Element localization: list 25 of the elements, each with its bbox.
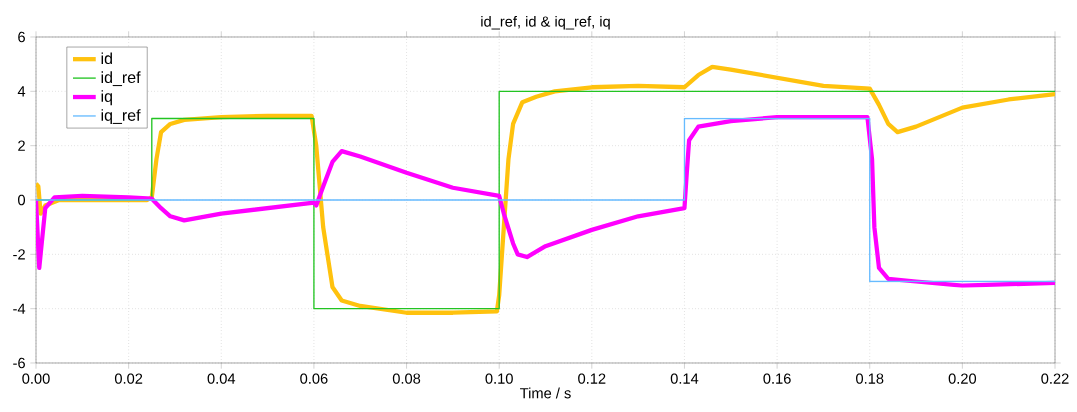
y-tick-label: 2 <box>18 140 25 151</box>
chart-title: id_ref, id & iq_ref, iq <box>481 15 610 30</box>
y-tick-label: 4 <box>17 86 26 97</box>
y-tick-label: 0 <box>18 194 26 206</box>
y-tick-label: -6 <box>13 357 25 369</box>
x-tick-label: 0.10 <box>485 373 513 384</box>
legend-label: iq_ref <box>101 109 141 125</box>
legend-label: iq <box>101 90 112 106</box>
x-tick-label: 0.12 <box>578 373 606 384</box>
y-tick-label: 6 <box>18 31 25 43</box>
x-axis-title: Time / s <box>520 387 571 399</box>
x-tick-label: 0.22 <box>1041 373 1069 384</box>
x-tick-label: 0.02 <box>114 373 143 384</box>
x-tick-label: 0.20 <box>948 373 977 384</box>
x-tick-label: 0.14 <box>670 373 699 384</box>
legend-label: id_ref <box>101 71 141 87</box>
x-tick-label: 0.18 <box>856 373 884 384</box>
x-tick-label: 0.06 <box>300 373 328 384</box>
x-tick-label: 0.16 <box>763 373 791 384</box>
legend-label: id <box>101 52 112 65</box>
x-tick-label: 0.04 <box>207 373 236 384</box>
y-tick-label: -2 <box>13 249 25 260</box>
x-tick-label: 0.08 <box>392 373 421 384</box>
x-tick-label: 0.00 <box>22 373 50 384</box>
y-tick-label: -4 <box>13 303 26 314</box>
